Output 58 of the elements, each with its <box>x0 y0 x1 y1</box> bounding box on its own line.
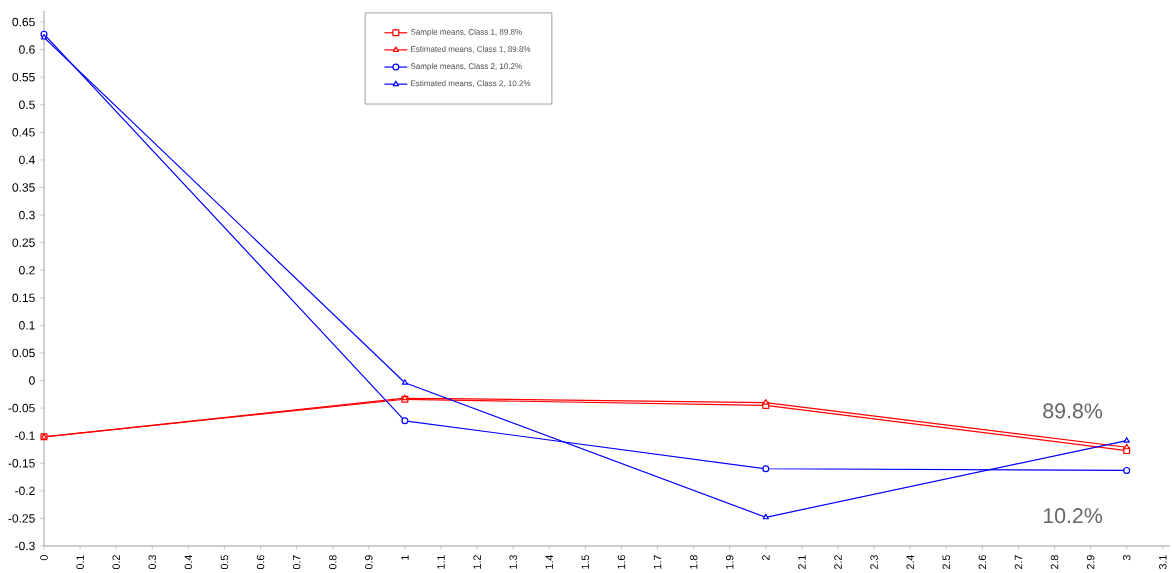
x-tick-label: 3.1 <box>1159 555 1167 570</box>
y-tick-label: -0.2 <box>15 486 35 496</box>
y-tick-label: -0.25 <box>8 514 35 523</box>
y-tick-label: -0.3 <box>15 541 35 551</box>
y-tick-label: 0.55 <box>12 72 35 82</box>
x-tick-label: 0.2 <box>112 555 120 570</box>
y-tick-label: 0.6 <box>19 45 35 54</box>
x-tick-label: 1.4 <box>545 555 553 569</box>
x-tick-label: 1.7 <box>653 555 662 569</box>
x-tick-label: 2.9 <box>1086 555 1095 569</box>
legend-label: Estimated means, Class 1, 89.8% <box>411 45 531 53</box>
x-tick-label: 2.6 <box>978 555 987 569</box>
y-tick-label: 0.35 <box>12 183 35 192</box>
y-tick-label: 0.15 <box>12 293 35 303</box>
x-tick-label: 2 <box>762 555 770 561</box>
y-tick-label: 0.05 <box>12 348 35 358</box>
y-tick-label: -0.1 <box>15 431 35 440</box>
y-tick-label: 0.1 <box>19 321 35 330</box>
y-tick-label: 0.45 <box>12 128 35 137</box>
x-tick-label: 0.6 <box>256 555 265 570</box>
y-tick-label: 0.2 <box>19 265 35 275</box>
x-tick-label: 1.1 <box>437 555 445 569</box>
x-tick-label: 1.5 <box>581 555 590 569</box>
x-tick-label: 0.1 <box>76 555 84 570</box>
annotation: 10.2% <box>1043 508 1103 524</box>
x-tick-label: 2.2 <box>834 555 842 569</box>
y-tick-label: 0.25 <box>12 238 35 247</box>
x-tick-label: 3 <box>1122 555 1131 561</box>
x-tick-label: 0.9 <box>365 555 373 570</box>
x-tick-label: 2.3 <box>870 555 878 569</box>
y-tick-label: 0 <box>29 376 35 385</box>
x-tick-label: 1.6 <box>617 555 626 569</box>
x-tick-label: 2.5 <box>942 555 951 569</box>
x-tick-label: 0.7 <box>292 555 301 570</box>
x-tick-label: 1.3 <box>509 555 517 569</box>
legend-label: Sample means, Class 1, 89.8% <box>410 28 522 37</box>
x-tick-label: 2.8 <box>1050 555 1059 569</box>
x-tick-label: 0 <box>40 555 48 561</box>
x-tick-label: 2.7 <box>1014 555 1023 569</box>
annotation: 89.8% <box>1043 403 1103 419</box>
x-tick-label: 0.4 <box>184 555 193 570</box>
x-tick-label: 0.5 <box>220 555 229 570</box>
legend-label: Estimated means, Class 2, 10.2% <box>411 80 531 88</box>
y-tick-label: 0.4 <box>19 155 35 165</box>
x-tick-label: 1.8 <box>689 555 698 569</box>
legend-label: Sample means, Class 2, 10.2% <box>410 63 522 71</box>
y-tick-label: 0.3 <box>19 210 35 220</box>
y-tick-label: -0.15 <box>8 459 35 468</box>
x-tick-label: 2.4 <box>906 555 914 569</box>
x-tick-label: 2.1 <box>798 555 806 569</box>
y-tick-label: 0.65 <box>12 17 35 27</box>
y-tick-label: -0.05 <box>8 403 35 413</box>
y-tick-label: 0.5 <box>19 100 35 110</box>
x-tick-label: 0.3 <box>148 555 157 570</box>
x-tick-label: 1.2 <box>473 555 481 569</box>
x-tick-label: 0.8 <box>328 555 337 570</box>
x-tick-label: 1.9 <box>725 555 734 569</box>
x-tick-label: 1 <box>401 555 409 560</box>
